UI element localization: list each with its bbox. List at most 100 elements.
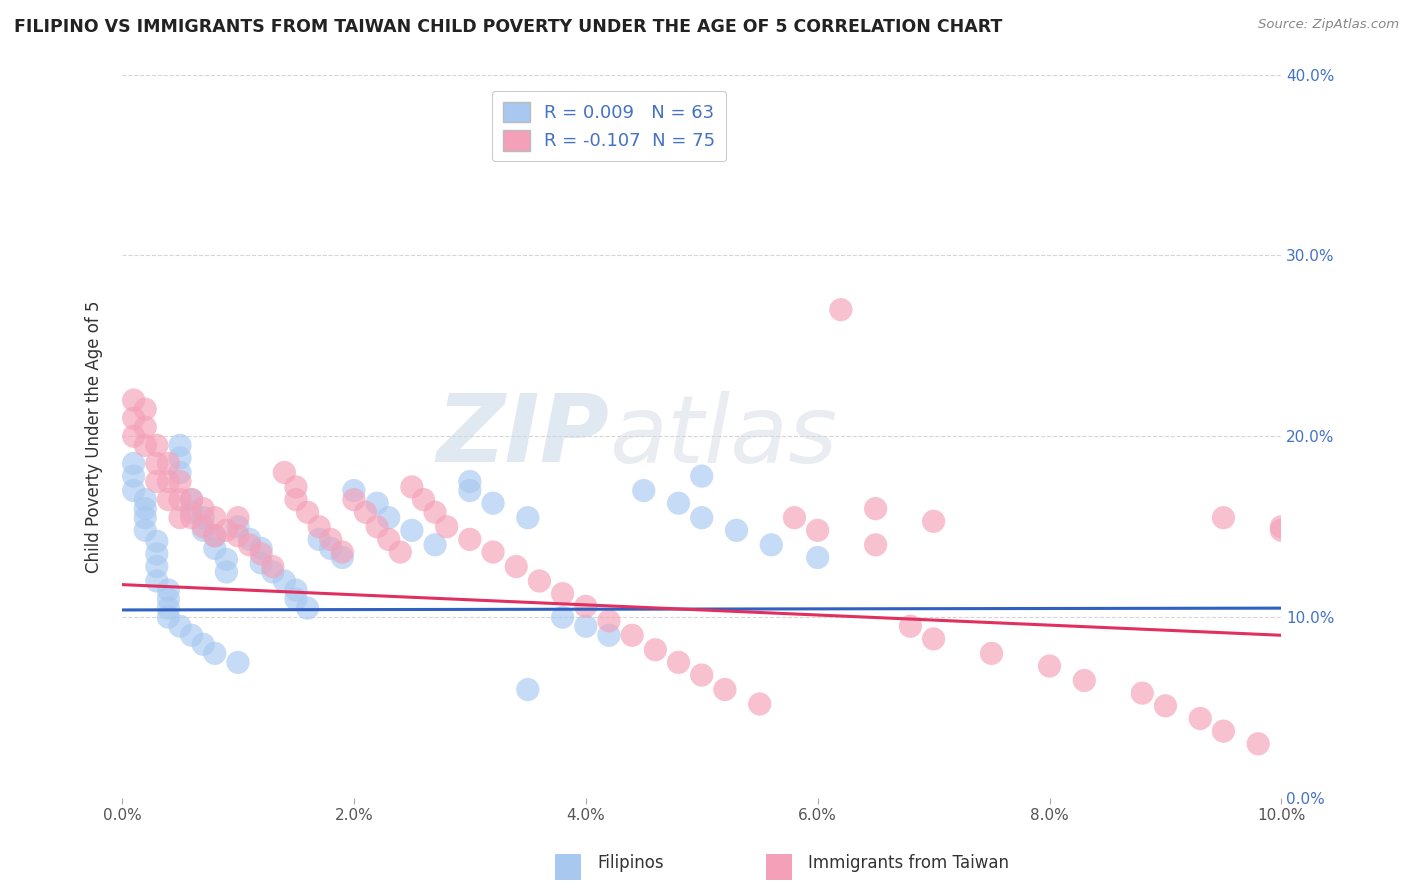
Point: [401, 480, 423, 494]
Point: [122, 469, 145, 483]
Point: [458, 483, 481, 498]
Point: [690, 510, 713, 524]
Point: [134, 402, 156, 417]
Point: [146, 534, 169, 549]
Point: [157, 457, 180, 471]
Point: [250, 547, 273, 561]
Legend: R = 0.009   N = 63, R = -0.107  N = 75: R = 0.009 N = 63, R = -0.107 N = 75: [492, 91, 725, 161]
Point: [169, 466, 191, 480]
Point: [377, 510, 399, 524]
Point: [226, 529, 249, 543]
Point: [343, 492, 366, 507]
Point: [169, 475, 191, 489]
Point: [134, 438, 156, 452]
Point: [830, 302, 852, 317]
Point: [250, 541, 273, 556]
Point: [273, 466, 295, 480]
Point: [146, 559, 169, 574]
Point: [725, 524, 748, 538]
Point: [1189, 711, 1212, 725]
Point: [169, 619, 191, 633]
Point: [157, 582, 180, 597]
Point: [169, 510, 191, 524]
Point: [482, 496, 505, 510]
Point: [1270, 520, 1292, 534]
Point: [922, 632, 945, 646]
Point: [633, 483, 655, 498]
Point: [180, 505, 202, 519]
Point: [215, 565, 238, 579]
Point: [122, 429, 145, 443]
Point: [807, 550, 830, 565]
Point: [1247, 737, 1270, 751]
Point: [226, 520, 249, 534]
Point: [273, 574, 295, 588]
Point: [157, 475, 180, 489]
Point: [193, 524, 215, 538]
Point: [250, 556, 273, 570]
Point: [783, 510, 806, 524]
Point: [215, 552, 238, 566]
Point: [204, 510, 226, 524]
Point: [134, 501, 156, 516]
Point: [575, 619, 598, 633]
Point: [505, 559, 527, 574]
Point: [423, 505, 446, 519]
Text: Immigrants from Taiwan: Immigrants from Taiwan: [808, 855, 1010, 872]
Point: [598, 614, 620, 628]
Point: [980, 646, 1002, 660]
Point: [297, 601, 319, 615]
Point: [284, 480, 307, 494]
Point: [122, 393, 145, 408]
Point: [204, 529, 226, 543]
Point: [621, 628, 644, 642]
Point: [226, 656, 249, 670]
Point: [204, 646, 226, 660]
Point: [308, 520, 330, 534]
Point: [551, 587, 574, 601]
Point: [308, 533, 330, 547]
Y-axis label: Child Poverty Under the Age of 5: Child Poverty Under the Age of 5: [86, 300, 103, 573]
Point: [401, 524, 423, 538]
Point: [157, 492, 180, 507]
Point: [1038, 659, 1060, 673]
Point: [319, 541, 342, 556]
Point: [644, 642, 666, 657]
Point: [157, 592, 180, 607]
Point: [134, 510, 156, 524]
Point: [598, 628, 620, 642]
Text: Filipinos: Filipinos: [598, 855, 664, 872]
Point: [284, 582, 307, 597]
Point: [215, 524, 238, 538]
Point: [366, 496, 388, 510]
Point: [262, 559, 284, 574]
Point: [239, 533, 262, 547]
Point: [180, 510, 202, 524]
Point: [330, 545, 353, 559]
Point: [412, 492, 434, 507]
Point: [134, 492, 156, 507]
Point: [239, 538, 262, 552]
Point: [146, 438, 169, 452]
Point: [377, 533, 399, 547]
Point: [319, 533, 342, 547]
Point: [330, 550, 353, 565]
Point: [180, 492, 202, 507]
Point: [458, 533, 481, 547]
Point: [516, 682, 538, 697]
Text: FILIPINO VS IMMIGRANTS FROM TAIWAN CHILD POVERTY UNDER THE AGE OF 5 CORRELATION : FILIPINO VS IMMIGRANTS FROM TAIWAN CHILD…: [14, 18, 1002, 36]
Point: [761, 538, 783, 552]
Point: [284, 492, 307, 507]
Point: [146, 574, 169, 588]
Point: [169, 492, 191, 507]
Point: [297, 505, 319, 519]
Point: [180, 492, 202, 507]
Point: [1073, 673, 1095, 688]
Point: [204, 529, 226, 543]
Point: [146, 457, 169, 471]
Point: [900, 619, 922, 633]
Point: [122, 483, 145, 498]
Point: [146, 547, 169, 561]
Point: [226, 510, 249, 524]
Point: [1212, 724, 1234, 739]
